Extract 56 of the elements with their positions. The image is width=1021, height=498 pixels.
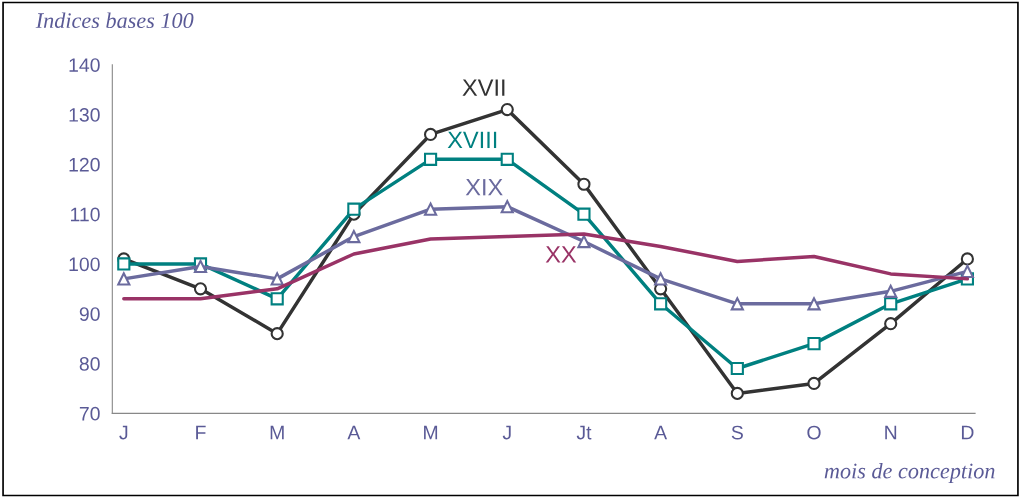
x-axis-title: mois de conception [824, 462, 995, 484]
series-label: XIX [465, 179, 503, 196]
x-tick-label: F [196, 425, 206, 440]
point [270, 272, 284, 286]
series-label: XX [545, 246, 577, 263]
y-tick-label: 110 [70, 207, 100, 222]
point [884, 297, 898, 311]
point [500, 102, 514, 117]
x-tick-label: Jt [576, 425, 592, 440]
y-axis-title: Indices bases 100 [35, 12, 194, 29]
point [347, 229, 361, 244]
x-tick-label: J [119, 425, 128, 440]
point [730, 297, 744, 311]
point [577, 207, 591, 221]
y-tick-label: 100 [69, 257, 100, 272]
point [960, 252, 974, 266]
series-label: XVIII [447, 131, 497, 149]
x-tick-label: D [961, 425, 974, 440]
point [654, 272, 668, 286]
point [347, 202, 361, 216]
point [577, 234, 591, 249]
point [730, 386, 744, 401]
y-tick-label: 120 [69, 157, 100, 172]
point [270, 292, 284, 306]
point [423, 202, 438, 216]
x-tick-label: A [347, 425, 361, 440]
series-label: XVII [462, 79, 505, 96]
point [884, 284, 898, 298]
y-tick-label: 70 [79, 406, 100, 421]
y-tick-label: 130 [69, 108, 100, 122]
x-tick-label: N [885, 425, 897, 440]
point [807, 337, 821, 351]
x-tick-label: M [270, 425, 284, 440]
x-tick-label: O [807, 425, 821, 440]
point [960, 264, 974, 279]
point [270, 327, 284, 341]
x-tick-label: A [654, 425, 668, 440]
point [577, 177, 591, 191]
point [807, 376, 821, 391]
point [423, 152, 438, 166]
x-tick-label: J [502, 425, 511, 440]
point [730, 361, 744, 376]
point [654, 297, 668, 311]
x-tick-label: M [424, 425, 438, 440]
point [423, 127, 438, 142]
y-tick-label: 140 [69, 58, 100, 72]
point [884, 317, 898, 331]
x-tick-label: S [731, 425, 743, 440]
point [117, 272, 131, 286]
y-tick-label: 90 [79, 307, 100, 321]
point [500, 152, 514, 166]
point [807, 297, 821, 311]
y-tick-label: 80 [79, 357, 100, 371]
point [117, 257, 131, 271]
point [193, 282, 208, 296]
point [500, 200, 514, 214]
